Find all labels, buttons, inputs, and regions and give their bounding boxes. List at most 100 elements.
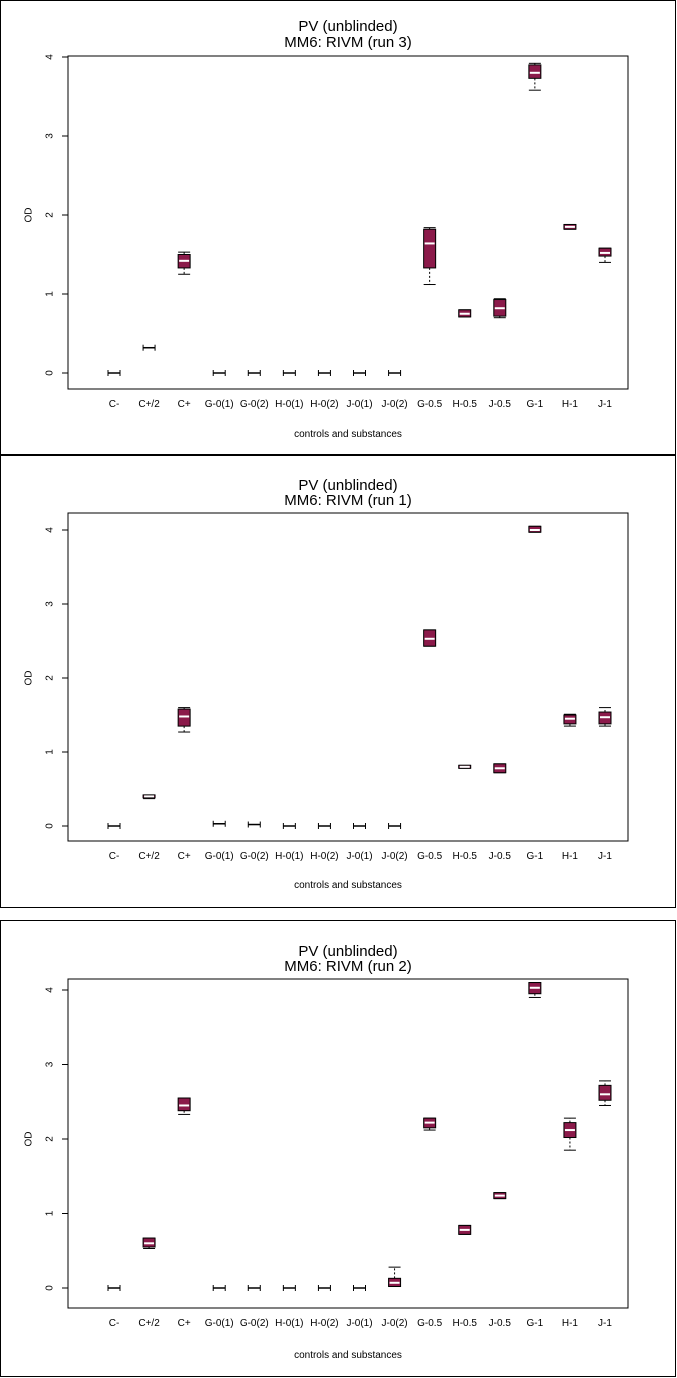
x-tick-label: G-0(1) (205, 1318, 234, 1329)
box-G-0(2) (247, 821, 261, 828)
chart-panel-run-1: PV (unblinded) MM6: RIVM (run 1) 0 1 2 3 4 OD C-… (0, 455, 676, 908)
box-G-0.5 (423, 629, 437, 647)
box-G-1 (528, 62, 542, 91)
x-tick-label: C+ (178, 399, 191, 410)
x-axis-label: controls and substances (294, 1350, 402, 1361)
box-J-0.5 (493, 298, 507, 319)
plot-frame (67, 55, 629, 390)
box-H-0.5 (458, 764, 472, 769)
box-J-1 (598, 1080, 612, 1106)
x-tick-label: C- (109, 1318, 120, 1329)
box-G-0(2) (247, 370, 261, 376)
y-tick-label: 3 (45, 1061, 56, 1067)
y-tick-label: 3 (45, 601, 56, 607)
box-C- (107, 370, 121, 376)
box-J-0(1) (353, 370, 366, 376)
y-tick-label: 3 (45, 133, 56, 139)
x-tick-label: H-1 (562, 851, 579, 862)
x-tick-label: H-0(2) (310, 1318, 338, 1329)
y-tick-label: 4 (45, 54, 56, 60)
x-tick-label: J-0(1) (346, 1318, 372, 1329)
x-tick-label: G-0(2) (240, 1318, 269, 1329)
x-tick-label: J-1 (598, 851, 612, 862)
box-H-0(1) (282, 370, 296, 376)
box-body (177, 1097, 191, 1112)
chart-subtitle: MM6: RIVM (run 3) (284, 34, 412, 51)
chart-subtitle: MM6: RIVM (run 2) (284, 958, 412, 975)
box-J-0(1) (353, 823, 366, 829)
chart-title: PV (unblinded) (298, 18, 397, 35)
box-H-0(2) (317, 1285, 331, 1291)
box-J-1 (598, 707, 612, 727)
y-tick-label: 1 (45, 291, 56, 297)
box-G-0.5 (423, 227, 437, 286)
box-J-0(1) (353, 1285, 366, 1291)
x-tick-label: J-0.5 (489, 399, 512, 410)
x-tick-label: C- (109, 399, 120, 410)
y-tick-label: 4 (45, 527, 56, 533)
box-G-0(1) (212, 820, 226, 827)
box-C+/2 (142, 1237, 156, 1250)
chart-title: PV (unblinded) (298, 477, 397, 494)
x-tick-label: J-1 (598, 399, 612, 410)
box-H-0.5 (458, 309, 472, 318)
y-tick-label: 1 (45, 749, 56, 755)
box-C+/2 (142, 794, 156, 800)
box-J-0(2) (388, 370, 402, 376)
box-G-0(1) (212, 1285, 226, 1291)
x-tick-label: J-0(1) (346, 399, 372, 410)
box-J-0.5 (493, 1192, 507, 1200)
box-G-0.5 (423, 1117, 437, 1131)
box-C+/2 (142, 344, 156, 351)
x-tick-label: G-0(1) (205, 851, 234, 862)
box-G-1 (528, 525, 542, 533)
x-tick-label: G-1 (527, 1318, 544, 1329)
x-tick-label: J-0(1) (346, 851, 372, 862)
x-tick-label: G-0.5 (417, 399, 442, 410)
box-H-0(2) (317, 370, 331, 376)
x-tick-label: C+ (178, 851, 191, 862)
x-tick-label: H-0(2) (310, 851, 338, 862)
boxplot-chart: PV (unblinded)MM6: RIVM (run 1) 0 1 2 3 4 OD C-… (24, 477, 629, 891)
box-C+ (177, 1097, 191, 1115)
x-tick-label: J-0(2) (382, 851, 408, 862)
chart-panel-run-3: PV (unblinded) MM6: RIVM (run 3) 0 1 2 3 4 OD C-… (0, 0, 676, 455)
x-tick-label: J-0.5 (489, 851, 512, 862)
box-C+ (177, 707, 191, 733)
x-tick-label: G-0(2) (240, 399, 269, 410)
x-tick-label: C+/2 (138, 399, 160, 410)
box-C- (107, 823, 121, 829)
box-C+ (177, 251, 191, 275)
x-tick-label: J-1 (598, 1318, 612, 1329)
x-tick-label: H-0.5 (452, 399, 477, 410)
box-body (528, 64, 542, 79)
box-G-0(1) (212, 370, 226, 376)
x-tick-label: C+/2 (138, 851, 160, 862)
y-tick-label: 2 (45, 212, 56, 218)
x-tick-label: H-0(1) (275, 1318, 303, 1329)
x-tick-label: C+/2 (138, 1318, 160, 1329)
y-tick-label: 0 (45, 370, 56, 376)
box-H-1 (563, 1117, 577, 1151)
boxplot-chart: PV (unblinded)MM6: RIVM (run 2) 0 1 2 3 4 OD C-… (24, 943, 629, 1361)
box-body (177, 708, 191, 727)
plot-frame (67, 512, 629, 842)
box-C- (107, 1285, 121, 1291)
box-G-0(2) (247, 1285, 261, 1291)
box-J-0.5 (493, 763, 507, 774)
box-body (423, 228, 437, 269)
plot-frame (67, 978, 629, 1309)
y-axis-label: OD (24, 208, 35, 223)
y-axis-label: OD (24, 671, 35, 686)
x-tick-label: G-1 (527, 851, 544, 862)
y-tick-label: 2 (45, 675, 56, 681)
x-tick-label: G-0.5 (417, 851, 442, 862)
box-H-0(1) (282, 823, 296, 829)
x-tick-label: H-0(2) (310, 399, 338, 410)
y-tick-label: 0 (45, 1285, 56, 1291)
x-tick-label: H-1 (562, 1318, 579, 1329)
y-tick-label: 2 (45, 1136, 56, 1142)
x-tick-label: G-1 (527, 399, 544, 410)
box-H-1 (563, 223, 577, 230)
x-tick-label: H-0.5 (452, 1318, 477, 1329)
